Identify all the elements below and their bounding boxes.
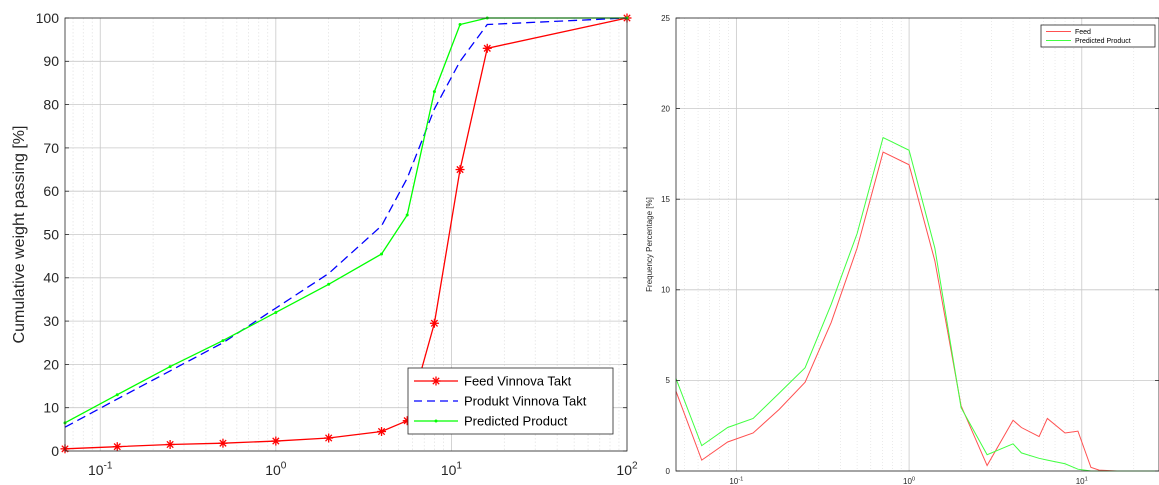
- y-tick-label: 5: [666, 376, 671, 385]
- axes-box: [675, 17, 1159, 472]
- y-tick-label: 0: [51, 443, 59, 459]
- legend-label: Predicted Product: [464, 414, 568, 429]
- y-tick-label: 40: [43, 270, 59, 286]
- x-tick-labels: 10-1 100 101 102: [88, 461, 638, 478]
- y-tick-label: 10: [43, 400, 59, 416]
- minor-gridlines: [684, 18, 1135, 471]
- x-tick-label: 101: [1076, 476, 1088, 485]
- legend-label: Feed Vinnova Takt: [464, 374, 572, 389]
- dot-marker: [274, 310, 278, 314]
- legend-label: Produkt Vinnova Takt: [464, 394, 587, 409]
- dot-marker: [115, 393, 119, 397]
- y-tick-label: 80: [43, 97, 59, 113]
- tick-marks: [676, 17, 1159, 472]
- star-marker: [324, 433, 334, 443]
- y-tick-label: 25: [661, 14, 670, 23]
- series-line: [64, 17, 627, 424]
- legend-marker: [434, 419, 438, 423]
- star-marker: [165, 440, 175, 450]
- star-marker: [377, 427, 387, 437]
- dot-marker: [380, 252, 384, 256]
- series-2: [63, 16, 629, 425]
- y-tick-label: 15: [661, 195, 670, 204]
- series-0: [675, 151, 1159, 472]
- y-tick-label: 10: [661, 286, 670, 295]
- dot-marker: [405, 213, 409, 217]
- x-tick-label: 10-1: [729, 476, 743, 485]
- right-chart: 0 5 10 15 20 25 10-1 100 101 Frequency Percentage…: [645, 14, 1159, 485]
- left-chart: 0 10 20 30 40 50 60 70 80 90 100 10-1 100 101 102 Cumul…: [11, 10, 638, 478]
- star-marker: [112, 442, 122, 452]
- y-tick-label: 30: [43, 313, 59, 329]
- legend-box: [1040, 24, 1156, 48]
- legend: Feed Vinnova Takt Produkt Vinnova Takt Pre…: [407, 367, 614, 435]
- legend-marker: [432, 377, 440, 385]
- legend-label: Predicted Product: [1075, 38, 1131, 45]
- y-tick-labels: 0 5 10 15 20 25: [661, 14, 670, 476]
- x-tick-label: 100: [265, 461, 287, 478]
- y-tick-label: 100: [36, 10, 60, 26]
- series-line: [675, 151, 1159, 472]
- y-tick-label: 60: [43, 183, 59, 199]
- x-tick-label: 100: [903, 476, 915, 485]
- legend: Feed Predicted Product: [1040, 24, 1156, 48]
- star-marker: [455, 165, 465, 175]
- y-tick-label: 90: [43, 53, 59, 69]
- dot-marker: [327, 282, 331, 286]
- plot-area: [676, 18, 1159, 471]
- x-tick-label: 101: [441, 461, 463, 478]
- star-marker: [218, 438, 228, 448]
- y-axis-label: Frequency Percentage [%]: [645, 197, 654, 292]
- dot-marker: [221, 339, 225, 343]
- star-marker: [482, 43, 492, 53]
- y-tick-label: 20: [661, 104, 670, 113]
- x-tick-labels: 10-1 100 101: [729, 476, 1087, 485]
- y-tick-label: 50: [43, 226, 59, 242]
- dot-marker: [168, 365, 172, 369]
- x-tick-label: 102: [616, 461, 638, 478]
- series-line: [64, 17, 628, 428]
- legend-label: Feed: [1075, 29, 1091, 36]
- star-marker: [429, 318, 439, 328]
- series-1: [64, 17, 628, 428]
- y-tick-labels: 0 10 20 30 40 50 60 70 80 90 100: [36, 10, 60, 459]
- y-tick-label: 0: [666, 467, 671, 476]
- tick-marks: [65, 17, 627, 452]
- star-marker: [271, 436, 281, 446]
- dot-marker: [432, 90, 436, 94]
- series-line: [64, 17, 628, 450]
- y-tick-label: 70: [43, 140, 59, 156]
- dot-marker: [458, 22, 462, 26]
- y-tick-label: 20: [43, 356, 59, 372]
- y-axis-label: Cumulative weight passing [%]: [11, 126, 28, 344]
- x-tick-label: 10-1: [88, 461, 113, 478]
